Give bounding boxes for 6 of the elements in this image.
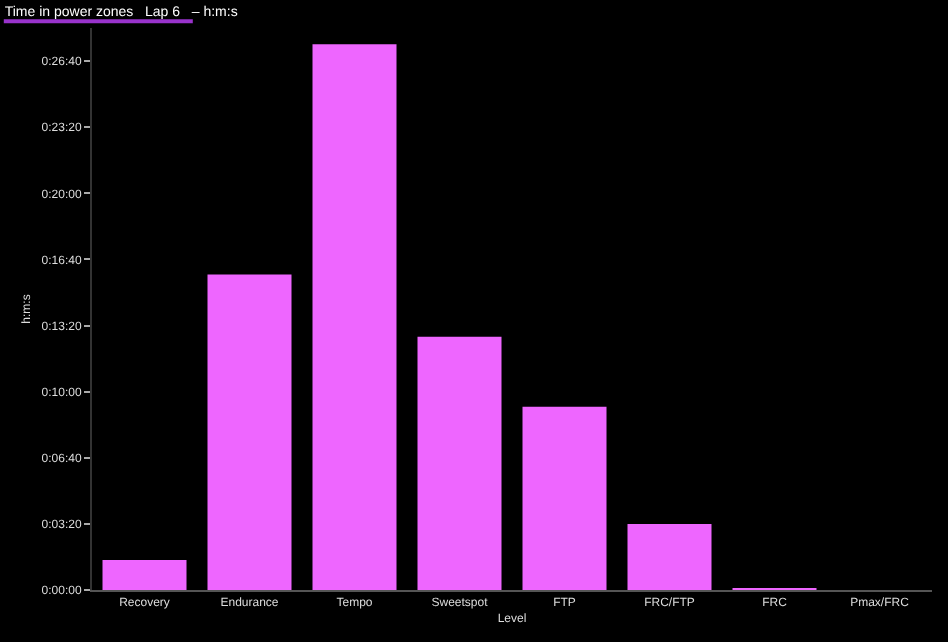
bar <box>207 274 292 590</box>
bar <box>312 44 397 590</box>
bar <box>522 406 607 590</box>
bar <box>102 559 187 590</box>
bar <box>417 336 502 590</box>
bar <box>627 523 712 590</box>
